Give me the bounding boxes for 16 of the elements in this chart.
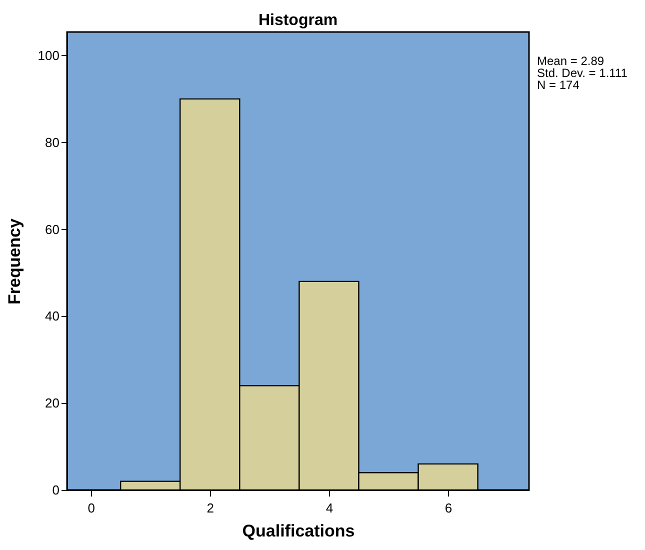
y-tick-label: 40	[45, 308, 60, 324]
x-tick-label: 0	[88, 500, 95, 516]
x-tick-label: 4	[326, 500, 334, 516]
text: Mean = 2.89	[537, 54, 604, 68]
y-axis-title: Frequency	[4, 218, 24, 304]
y-tick-label: 60	[45, 222, 60, 237]
text: N = 174	[537, 78, 580, 92]
x-tick-label: 6	[444, 500, 452, 516]
y-tick-label: 20	[45, 396, 60, 411]
x-axis-title: Qualifications	[242, 522, 355, 540]
text: Std. Dev. = 1.111	[537, 66, 628, 80]
y-tick-label: 0	[52, 482, 60, 498]
y-tick-label: 100	[38, 48, 60, 63]
x-tick-label: 2	[206, 500, 214, 516]
y-tick-label: 80	[45, 134, 60, 150]
chart-title: Histogram	[258, 12, 338, 29]
